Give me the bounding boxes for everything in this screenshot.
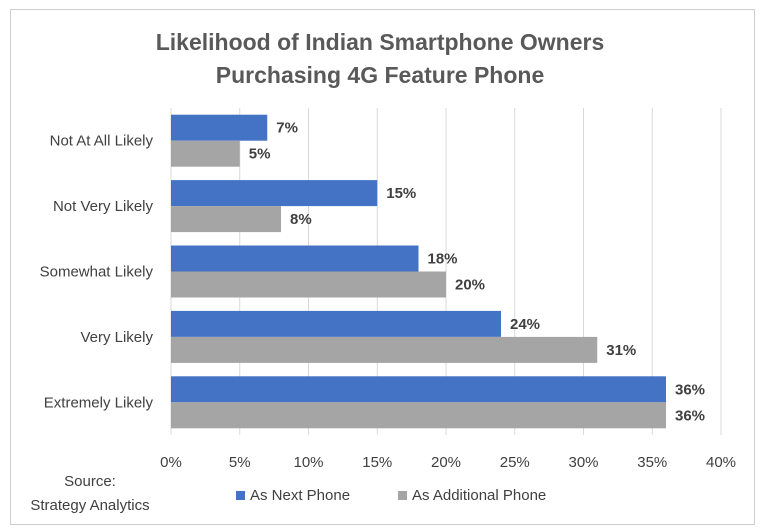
data-label-as-additional-phone-not-at-all-likely: 5% bbox=[249, 146, 271, 163]
category-label-extremely-likely: Extremely Likely bbox=[44, 394, 154, 411]
x-tick-label: 35% bbox=[637, 454, 667, 471]
source-label-line-1: Source: bbox=[64, 473, 116, 490]
bar-as-next-phone-very-likely bbox=[171, 310, 501, 337]
data-label-as-additional-phone-very-likely: 31% bbox=[606, 342, 636, 359]
data-label-as-additional-phone-somewhat-likely: 20% bbox=[455, 277, 485, 294]
legend-label-as-additional-phone: As Additional Phone bbox=[412, 487, 546, 504]
legend-label-as-next-phone: As Next Phone bbox=[250, 487, 350, 504]
category-label-very-likely: Very Likely bbox=[80, 329, 153, 346]
data-label-as-next-phone-not-at-all-likely: 7% bbox=[276, 120, 298, 137]
category-label-somewhat-likely: Somewhat Likely bbox=[40, 264, 154, 281]
data-label-as-next-phone-not-very-likely: 15% bbox=[386, 185, 416, 202]
x-tick-label: 30% bbox=[568, 454, 598, 471]
x-tick-label: 5% bbox=[229, 454, 251, 471]
chart-title-line-2: Purchasing 4G Feature Phone bbox=[216, 62, 544, 88]
data-label-as-next-phone-extremely-likely: 36% bbox=[675, 381, 705, 398]
data-label-as-additional-phone-extremely-likely: 36% bbox=[675, 407, 705, 424]
data-label-as-next-phone-somewhat-likely: 18% bbox=[428, 251, 458, 268]
category-label-not-very-likely: Not Very Likely bbox=[53, 198, 154, 215]
bar-as-additional-phone-not-very-likely bbox=[171, 206, 281, 233]
x-tick-label: 40% bbox=[706, 454, 736, 471]
data-label-as-additional-phone-not-very-likely: 8% bbox=[290, 211, 312, 228]
bar-as-additional-phone-somewhat-likely bbox=[171, 271, 446, 298]
bar-as-additional-phone-not-at-all-likely bbox=[171, 140, 240, 167]
bar-as-additional-phone-extremely-likely bbox=[171, 402, 666, 429]
x-tick-label: 20% bbox=[431, 454, 461, 471]
bar-as-next-phone-extremely-likely bbox=[171, 376, 666, 403]
x-tick-label: 10% bbox=[293, 454, 323, 471]
bar-as-additional-phone-very-likely bbox=[171, 336, 598, 363]
bar-as-next-phone-somewhat-likely bbox=[171, 245, 419, 272]
x-tick-label: 0% bbox=[160, 454, 182, 471]
legend-swatch-as-next-phone bbox=[236, 491, 245, 500]
chart-title-line-1: Likelihood of Indian Smartphone Owners bbox=[156, 29, 605, 55]
x-tick-label: 25% bbox=[500, 454, 530, 471]
data-label-as-next-phone-very-likely: 24% bbox=[510, 316, 540, 333]
bar-as-next-phone-not-very-likely bbox=[171, 180, 378, 207]
legend-swatch-as-additional-phone bbox=[398, 491, 407, 500]
source-label-line-2: Strategy Analytics bbox=[30, 497, 149, 514]
bar-as-next-phone-not-at-all-likely bbox=[171, 114, 268, 141]
x-tick-label: 15% bbox=[362, 454, 392, 471]
category-label-not-at-all-likely: Not At All Likely bbox=[50, 133, 154, 150]
